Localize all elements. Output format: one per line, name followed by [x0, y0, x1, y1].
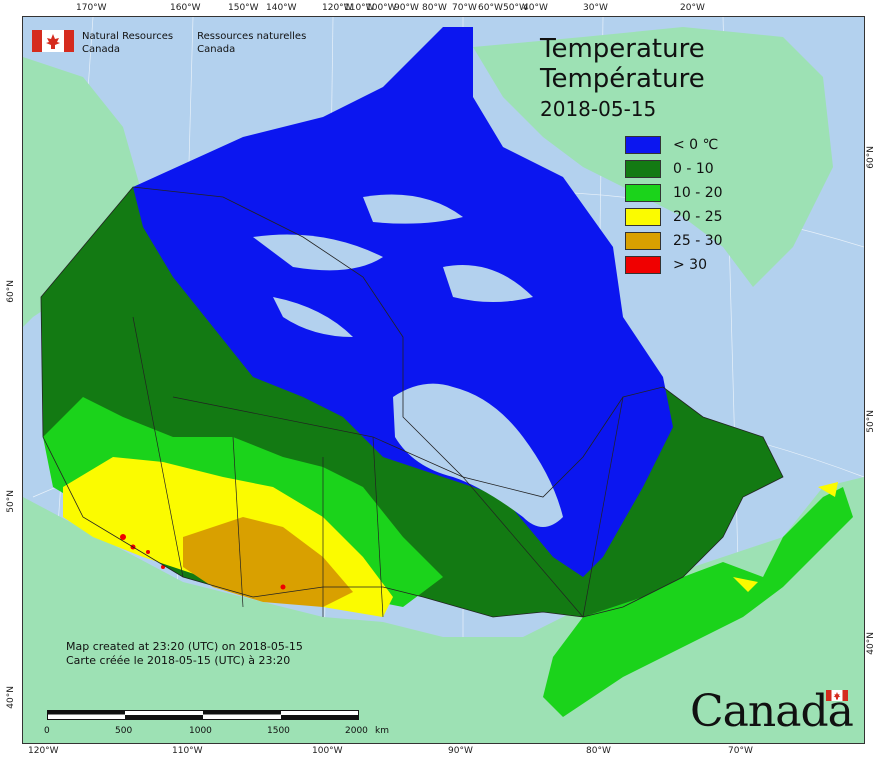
legend-label: 0 - 10	[673, 160, 714, 177]
legend-item: 20 - 25	[625, 206, 723, 227]
lon-tick-top: 140°W	[266, 3, 297, 13]
legend-swatch	[625, 255, 661, 274]
scale-labels: 0 500 1000 1500 2000 km	[44, 726, 389, 738]
lon-tick-bottom: 100°W	[312, 746, 343, 756]
legend-label: 10 - 20	[673, 184, 723, 201]
region-20-25-east	[733, 577, 758, 592]
lon-tick-top: 150°W	[228, 3, 259, 13]
legend-swatch	[625, 207, 661, 226]
canada-wordmark-flag-icon	[826, 690, 848, 701]
title-fr: Température	[540, 64, 705, 94]
lon-tick-top: 80°W	[422, 3, 447, 13]
agency-name-fr: Ressources naturelles Canada	[197, 30, 306, 56]
agency-name-fr-line1: Ressources naturelles	[197, 31, 307, 42]
legend-item: 10 - 20	[625, 182, 723, 203]
provincial-borders	[132, 316, 624, 618]
agency-name-fr-line2: Canada	[197, 44, 236, 55]
lon-tick-bottom: 110°W	[172, 746, 203, 756]
region-20-25-east	[818, 482, 838, 497]
united-states	[23, 477, 864, 743]
created-en: Map created at 23:20 (UTC) on 2018-05-15	[66, 640, 303, 653]
region-25-30	[183, 517, 353, 607]
legend-item: > 30	[625, 254, 723, 275]
map-date: 2018-05-15	[540, 97, 657, 121]
lon-tick-top: 160°W	[170, 3, 201, 13]
agency-name-en-line1: Natural Resources	[82, 31, 174, 42]
lat-tick-left: 50°N	[6, 490, 16, 513]
canada-flag-icon	[32, 30, 74, 52]
arctic-channels	[253, 194, 533, 337]
lon-tick-top: 90°W	[394, 3, 419, 13]
scale-bar-graphic	[47, 710, 359, 720]
legend-swatch	[625, 183, 661, 202]
map-title: Temperature Température 2018-05-15	[540, 34, 705, 122]
lon-tick-bottom: 90°W	[448, 746, 473, 756]
alaska	[23, 57, 143, 327]
legend-label: 20 - 25	[673, 208, 723, 225]
greenland	[473, 27, 833, 287]
map-canvas	[23, 17, 864, 743]
legend-swatch	[625, 159, 661, 178]
legend-item: < 0 ℃	[625, 134, 723, 155]
lon-tick-top: 110°W	[344, 3, 375, 13]
created-fr: Carte créée le 2018-05-15 (UTC) à 23:20	[66, 654, 291, 667]
lon-tick-top: 170°W	[76, 3, 107, 13]
legend-swatch	[625, 231, 661, 250]
legend-label: > 30	[673, 256, 707, 273]
scale-unit: km	[375, 726, 389, 736]
map-created-note: Map created at 23:20 (UTC) on 2018-05-15…	[66, 640, 303, 668]
lon-tick-bottom: 70°W	[728, 746, 753, 756]
lon-tick-bottom: 80°W	[586, 746, 611, 756]
lon-tick-top: 40°W	[523, 3, 548, 13]
scale-label: 0	[44, 726, 50, 736]
legend-item: 25 - 30	[625, 230, 723, 251]
legend-swatch	[625, 135, 661, 154]
temperature-map[interactable]	[22, 16, 865, 744]
lat-tick-right: 50°N	[866, 410, 876, 433]
lat-tick-right: 40°N	[866, 632, 876, 655]
scale-label: 1500	[267, 726, 290, 736]
lon-tick-top: 100°W	[366, 3, 397, 13]
legend: < 0 ℃ 0 - 10 10 - 20 20 - 25 25 - 30 > 30	[625, 134, 723, 278]
legend-label: < 0 ℃	[673, 136, 719, 153]
scale-label: 2000	[345, 726, 368, 736]
lon-tick-top: 120°W	[322, 3, 353, 13]
lat-tick-right: 60°N	[866, 146, 876, 169]
scale-label: 500	[115, 726, 133, 736]
scale-bar: 0 500 1000 1500 2000 km	[44, 705, 389, 738]
scale-label: 1000	[189, 726, 212, 736]
legend-label: 25 - 30	[673, 232, 723, 249]
lon-tick-bottom: 120°W	[28, 746, 59, 756]
lon-tick-top: 20°W	[680, 3, 705, 13]
legend-item: 0 - 10	[625, 158, 723, 179]
agency-name-en: Natural Resources Canada	[82, 30, 173, 56]
lon-tick-top: 50°W	[503, 3, 528, 13]
lon-tick-top: 70°W	[452, 3, 477, 13]
region-10-20-east	[543, 487, 853, 717]
agency-name-en-line2: Canada	[82, 44, 121, 55]
title-en: Temperature	[540, 34, 705, 64]
lon-tick-top: 60°W	[478, 3, 503, 13]
canada-outline	[40, 186, 784, 618]
nrcan-signature: Natural Resources Canada Ressources natu…	[32, 30, 330, 56]
lon-tick-top: 30°W	[583, 3, 608, 13]
lat-tick-left: 60°N	[6, 280, 16, 303]
region-below-0	[133, 27, 673, 577]
lat-tick-left: 40°N	[6, 686, 16, 709]
